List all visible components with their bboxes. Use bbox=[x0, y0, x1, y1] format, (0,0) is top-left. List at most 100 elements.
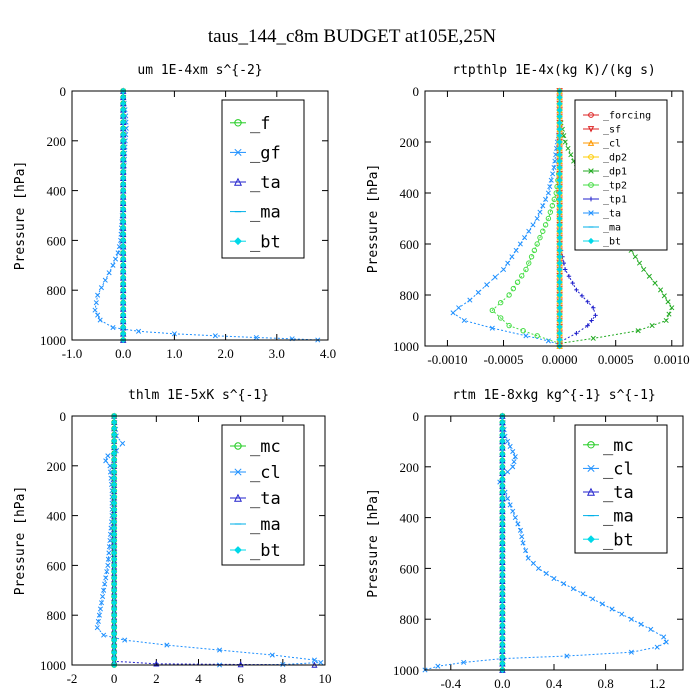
data-point bbox=[556, 311, 563, 318]
data-point bbox=[110, 262, 116, 268]
series-bt bbox=[499, 412, 506, 674]
data-point bbox=[120, 168, 127, 176]
data-point bbox=[111, 487, 118, 494]
data-point bbox=[111, 549, 118, 557]
data-point bbox=[574, 331, 579, 336]
data-point bbox=[120, 274, 127, 281]
legend-marker bbox=[587, 237, 595, 245]
data-point bbox=[556, 228, 563, 235]
data-point bbox=[556, 145, 563, 152]
y-tick-label: 600 bbox=[47, 233, 67, 248]
data-point bbox=[111, 574, 118, 581]
x-tick-label: 3.0 bbox=[269, 346, 285, 361]
data-point bbox=[499, 463, 506, 470]
x-tick-label: 2.0 bbox=[217, 346, 233, 361]
data-point bbox=[111, 624, 118, 631]
data-point bbox=[534, 333, 540, 339]
data-point bbox=[212, 333, 218, 339]
data-point bbox=[498, 315, 504, 321]
data-point bbox=[526, 228, 532, 234]
data-point bbox=[111, 437, 118, 445]
data-point bbox=[111, 425, 118, 432]
legend-label: _ta bbox=[603, 209, 621, 220]
data-point bbox=[663, 317, 669, 324]
y-tick-label: 200 bbox=[47, 459, 67, 474]
series-line bbox=[559, 243, 597, 343]
data-point bbox=[120, 330, 127, 337]
data-point bbox=[556, 253, 563, 260]
data-point bbox=[120, 249, 127, 256]
chart-panel-4: rtm 1E-8xkg kg^{-1} s^{-1} Pressure [hPa]… bbox=[366, 388, 684, 691]
data-point bbox=[104, 569, 110, 575]
data-point bbox=[435, 663, 441, 669]
x-tick-label: -0.0005 bbox=[483, 352, 523, 367]
data-point bbox=[556, 151, 563, 158]
data-point bbox=[547, 184, 553, 190]
series-tp1 bbox=[557, 241, 598, 345]
chart-panel-2: rtpthlp 1E-4x(kg K)/(kg s) Pressure [hPa]… bbox=[366, 63, 690, 367]
data-point bbox=[556, 196, 563, 203]
data-point bbox=[120, 440, 126, 446]
data-point bbox=[106, 270, 112, 276]
data-point bbox=[499, 533, 506, 540]
y-tick-label: 200 bbox=[47, 134, 67, 149]
data-point bbox=[253, 334, 259, 341]
data-point bbox=[599, 601, 605, 607]
data-point bbox=[507, 443, 513, 450]
data-point bbox=[499, 603, 506, 610]
data-point bbox=[499, 482, 506, 489]
x-tick-label: 2 bbox=[153, 671, 160, 686]
data-point bbox=[120, 112, 127, 120]
legend-marker bbox=[587, 126, 595, 133]
data-point bbox=[499, 616, 506, 623]
data-point bbox=[589, 318, 594, 323]
data-point bbox=[540, 228, 546, 234]
data-point bbox=[499, 590, 506, 597]
data-point bbox=[120, 137, 127, 144]
data-point bbox=[120, 143, 127, 151]
data-point bbox=[111, 655, 118, 662]
y-axis-label: Pressure [hPa] bbox=[13, 161, 28, 271]
series-line bbox=[491, 167, 561, 344]
plot-frame bbox=[71, 415, 326, 666]
data-point bbox=[499, 628, 506, 636]
data-point bbox=[499, 584, 506, 591]
legend-marker bbox=[588, 182, 594, 188]
data-point bbox=[556, 279, 563, 286]
legend-label: _bt bbox=[603, 237, 621, 248]
y-tick-label: 800 bbox=[47, 283, 67, 298]
data-point bbox=[646, 273, 652, 279]
data-point bbox=[535, 565, 542, 571]
data-point bbox=[102, 277, 108, 283]
data-point bbox=[609, 606, 615, 612]
data-point bbox=[111, 500, 118, 507]
data-point bbox=[523, 266, 529, 273]
y-tick-label: 600 bbox=[400, 561, 420, 576]
data-point bbox=[111, 643, 118, 650]
data-point bbox=[95, 292, 101, 298]
data-point bbox=[556, 298, 563, 305]
x-tick-label: 0.0000 bbox=[542, 352, 578, 367]
data-point bbox=[120, 119, 127, 126]
data-point bbox=[556, 221, 563, 228]
data-point bbox=[489, 307, 496, 313]
data-point bbox=[120, 206, 127, 213]
data-point bbox=[475, 289, 481, 296]
data-point bbox=[111, 562, 118, 569]
data-point bbox=[98, 285, 104, 291]
data-point bbox=[111, 475, 118, 482]
data-point bbox=[111, 630, 118, 637]
data-point bbox=[523, 548, 529, 554]
data-point bbox=[580, 591, 586, 597]
legend-label: _ta bbox=[250, 489, 281, 509]
data-point bbox=[120, 175, 127, 182]
data-point bbox=[545, 338, 551, 344]
data-point bbox=[97, 606, 104, 612]
data-point bbox=[111, 568, 118, 575]
legend-label: _tp1 bbox=[603, 195, 627, 206]
data-point bbox=[591, 305, 596, 310]
series-bt bbox=[556, 87, 563, 350]
data-point bbox=[543, 196, 549, 202]
data-point bbox=[565, 145, 571, 151]
data-point bbox=[547, 209, 554, 215]
